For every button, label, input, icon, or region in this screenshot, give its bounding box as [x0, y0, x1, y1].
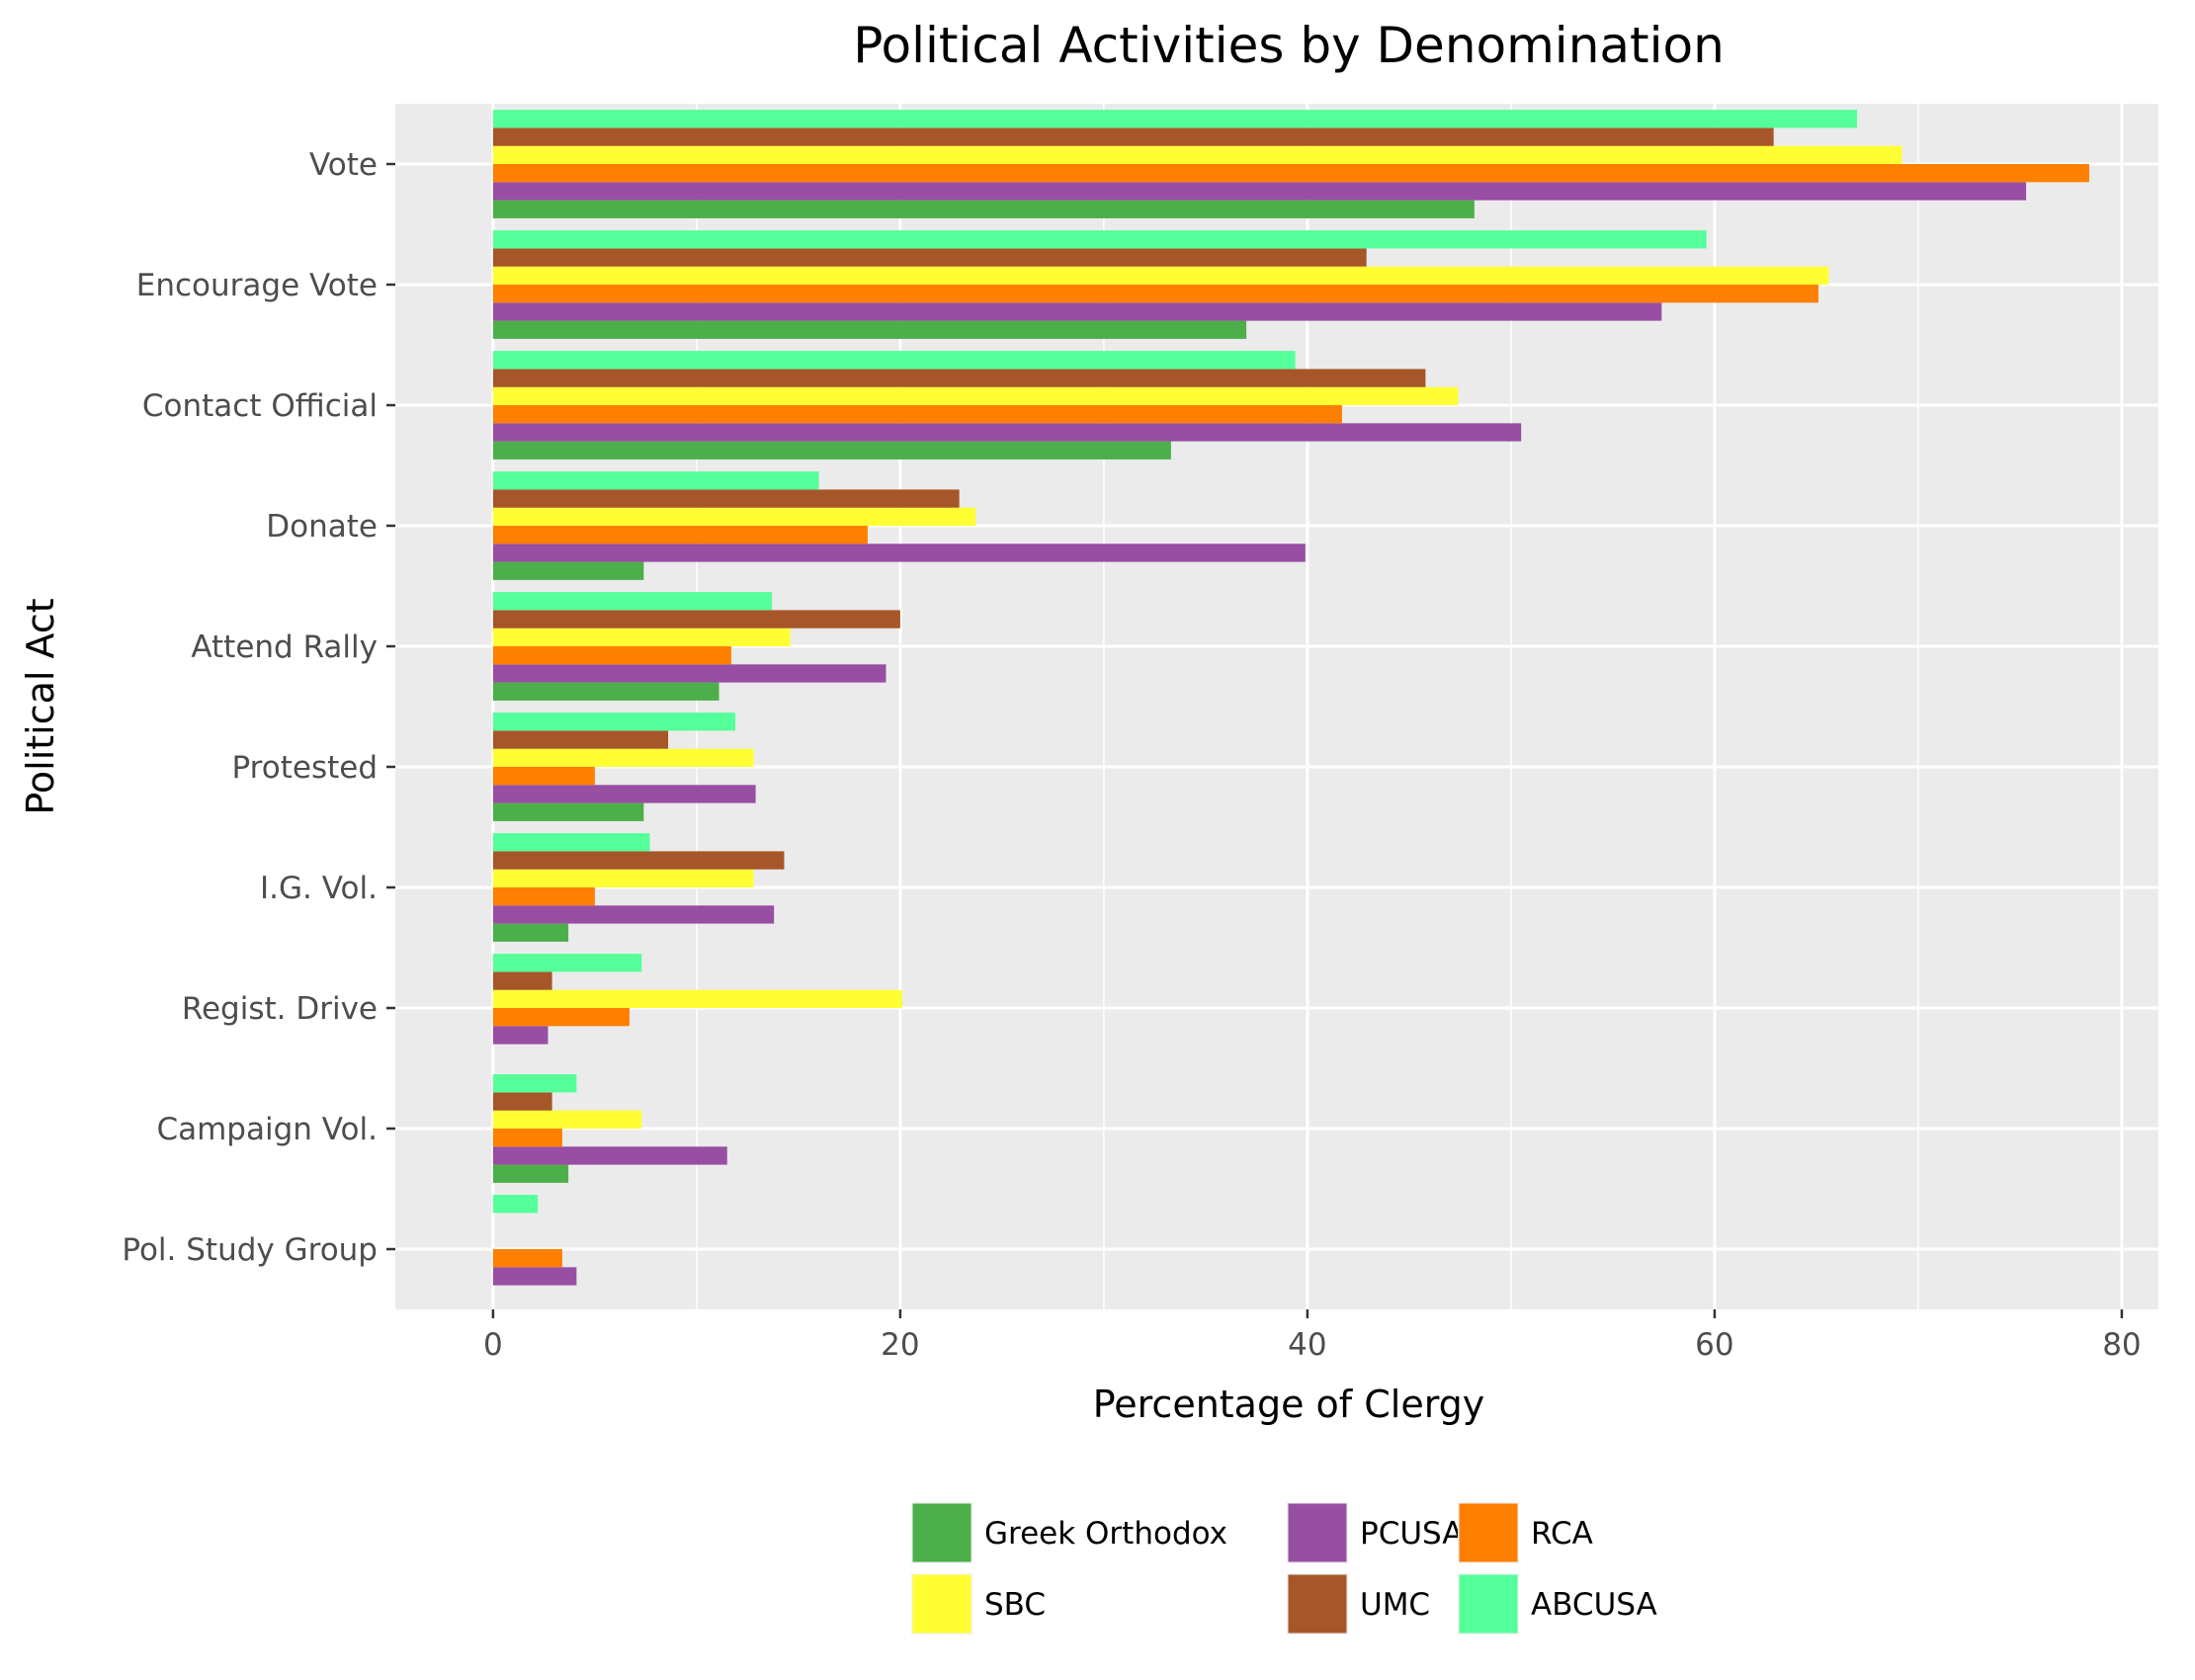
bar [492, 1164, 569, 1183]
legend-swatch [1288, 1574, 1347, 1634]
bar [492, 230, 1707, 249]
bar [492, 302, 1662, 321]
bar [492, 266, 1829, 285]
bar [492, 386, 1459, 405]
y-tick-label: Vote [309, 147, 378, 183]
legend-swatch [912, 1503, 971, 1562]
y-tick-label: Regist. Drive [182, 991, 378, 1027]
bar [492, 592, 773, 611]
x-tick-label: 40 [1288, 1327, 1326, 1363]
legend-swatch [1288, 1503, 1347, 1562]
bar [492, 110, 1858, 128]
bar [492, 954, 642, 972]
y-tick-label: Campaign Vol. [156, 1112, 378, 1147]
bar [492, 471, 819, 490]
bar [492, 423, 1522, 442]
bar [492, 628, 791, 646]
bar [492, 1249, 562, 1268]
bar [492, 320, 1247, 339]
bar [492, 351, 1296, 370]
y-tick-label: Pol. Study Group [122, 1232, 378, 1268]
bar [492, 713, 736, 731]
bar [492, 851, 785, 870]
bar [492, 405, 1342, 424]
legend-label: UMC [1360, 1587, 1430, 1623]
legend-swatch [1459, 1574, 1518, 1634]
bars [492, 110, 2089, 1286]
bar [492, 869, 754, 887]
bar [492, 182, 2027, 201]
bar [492, 1129, 562, 1147]
bar [492, 1026, 549, 1045]
legend-label: RCA [1531, 1516, 1593, 1552]
bar [492, 971, 552, 990]
bar [492, 200, 1475, 218]
y-tick-label: Attend Rally [191, 630, 378, 665]
bar [492, 802, 644, 821]
legend-label: ABCUSA [1531, 1587, 1657, 1623]
bar [492, 923, 569, 942]
y-tick-label: Protested [232, 750, 378, 786]
bar [492, 682, 719, 701]
bar [492, 887, 595, 906]
x-tick-label: 0 [483, 1327, 503, 1363]
bar [492, 1267, 577, 1286]
bar [492, 1074, 577, 1093]
x-tick-label: 80 [2102, 1327, 2141, 1363]
y-tick-label: Encourage Vote [136, 268, 378, 303]
y-tick-label: Donate [266, 509, 378, 545]
bar [492, 369, 1426, 387]
y-axis: Vote Encourage Vote Contact Official Donate… [122, 147, 395, 1268]
bar [492, 1146, 727, 1165]
bar [492, 285, 1818, 303]
bar [492, 1195, 539, 1214]
bar [492, 610, 900, 629]
x-axis: 0 20 40 60 80 [483, 1309, 2142, 1363]
y-axis-title: Political Act [19, 598, 62, 814]
x-tick-label: 60 [1695, 1327, 1733, 1363]
legend: Greek Orthodox PCUSA RCA SBC UMC ABCUSA [911, 1502, 1657, 1635]
bar [492, 441, 1171, 460]
chart-title: Political Activities by Denomination [853, 17, 1725, 74]
legend-swatch [912, 1574, 971, 1634]
y-tick-label: Contact Official [142, 388, 378, 424]
legend-label: Greek Orthodox [984, 1516, 1227, 1552]
bar [492, 1110, 642, 1129]
bar [492, 489, 960, 508]
bar [492, 561, 644, 580]
bar [492, 127, 1774, 146]
bar [492, 730, 669, 749]
bar [492, 905, 775, 924]
bar [492, 1008, 630, 1027]
bar [492, 526, 868, 545]
legend-swatch [1459, 1503, 1518, 1562]
y-tick-label: I.G. Vol. [260, 871, 378, 906]
bar [492, 1092, 552, 1111]
bar [492, 507, 976, 526]
legend-label: PCUSA [1360, 1516, 1464, 1552]
bar [492, 248, 1367, 267]
bar [492, 989, 902, 1008]
bar [492, 646, 731, 665]
bar [492, 785, 756, 803]
bar [492, 664, 886, 683]
x-tick-label: 20 [881, 1327, 919, 1363]
bar [492, 767, 595, 786]
bar [492, 748, 754, 767]
x-axis-title: Percentage of Clergy [1093, 1383, 1485, 1426]
bar [492, 544, 1306, 562]
bar [492, 833, 650, 852]
bar [492, 164, 2089, 183]
bar [492, 145, 1902, 164]
legend-label: SBC [984, 1587, 1046, 1623]
